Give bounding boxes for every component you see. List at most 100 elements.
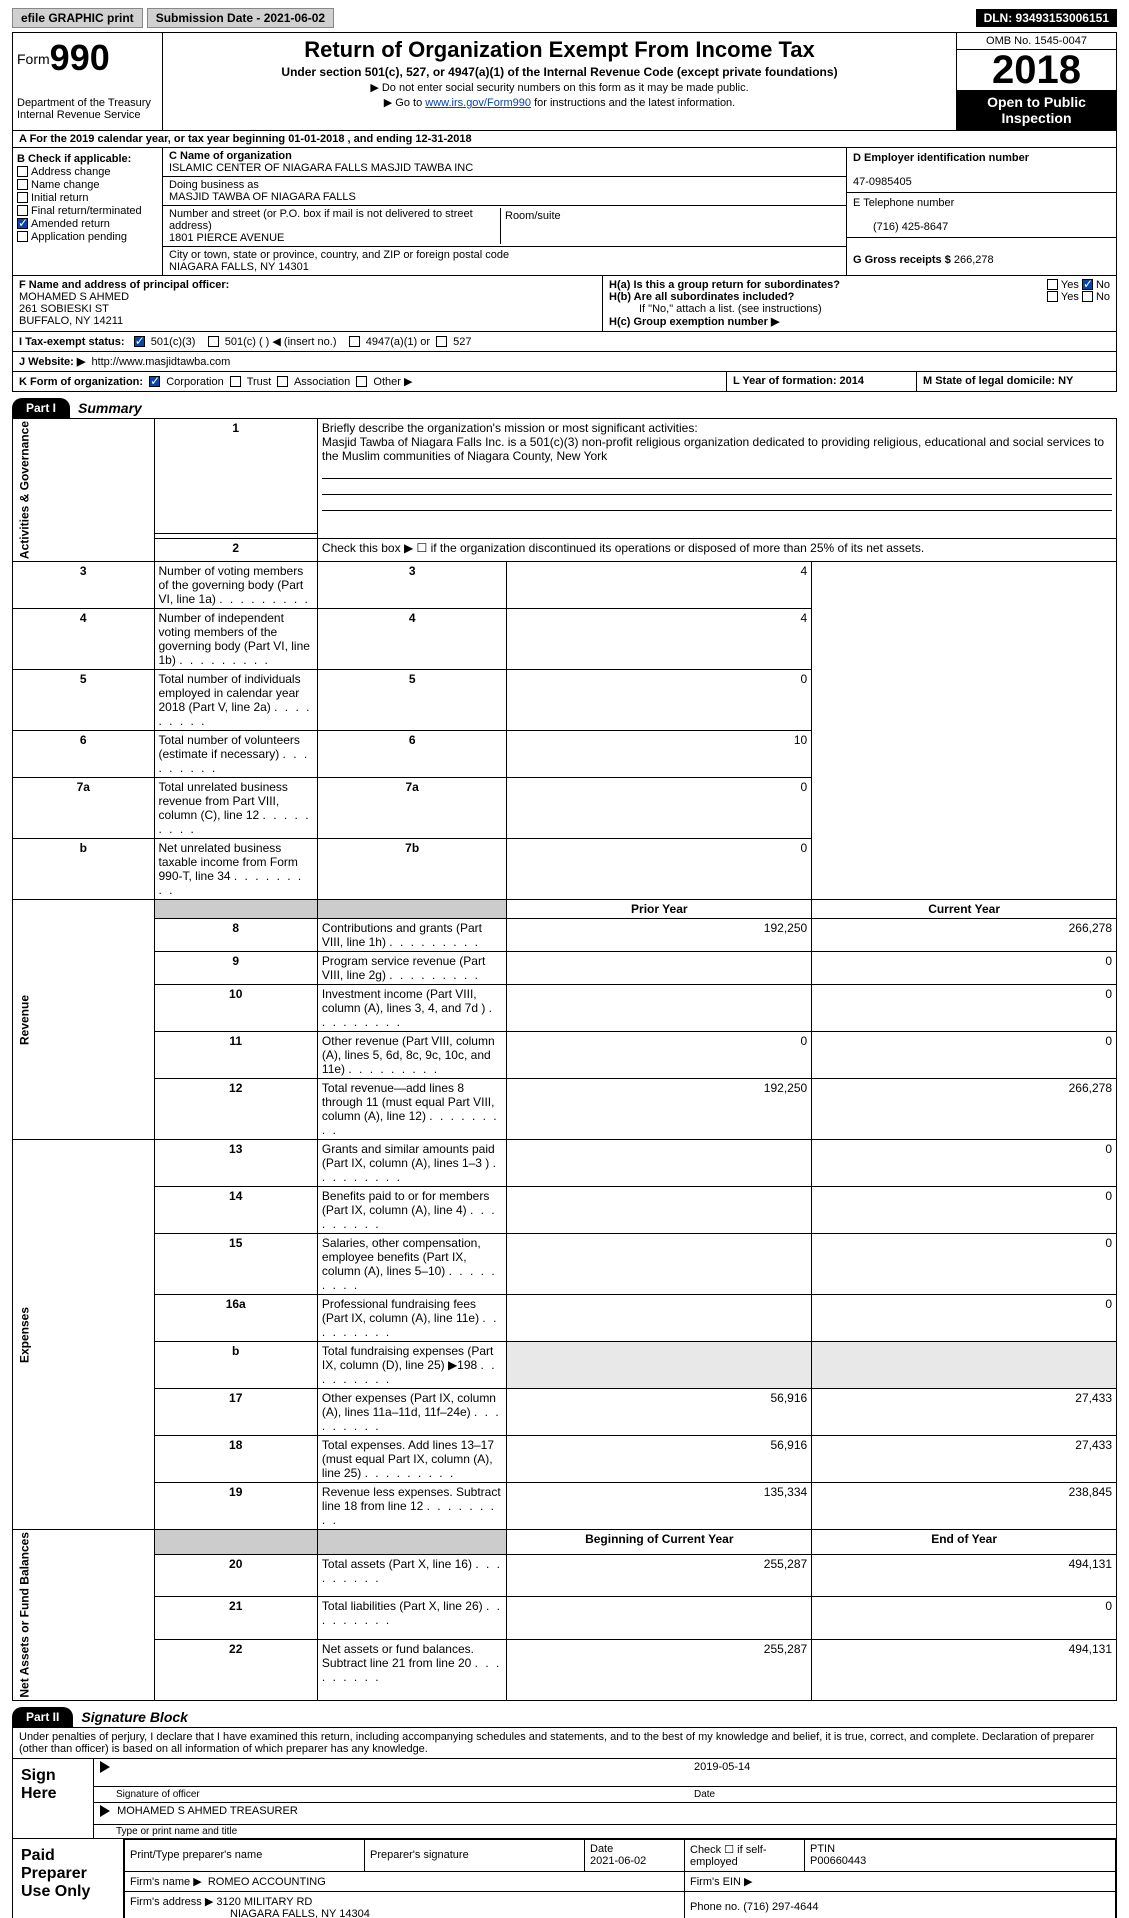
h-b-note: If "No," attach a list. (see instruction… [639, 303, 1110, 315]
table-row: bNet unrelated business taxable income f… [13, 839, 1117, 900]
ein-row: D Employer identification number 47-0985… [847, 148, 1116, 193]
cb-501c3[interactable] [134, 336, 145, 347]
prep-date-col: Date2021-06-02 [585, 1839, 685, 1871]
q2-text: Check this box ▶ ☐ if the organization d… [317, 539, 1116, 562]
sign-here-label: Sign Here [13, 1759, 93, 1838]
form-number: Form990 [17, 37, 158, 79]
subtitle: Under section 501(c), 527, or 4947(a)(1)… [169, 65, 950, 79]
cb-address-change[interactable]: Address change [17, 166, 158, 178]
prep-sig-col: Preparer's signature [365, 1839, 585, 1871]
side-governance: Activities & Governance [13, 419, 155, 562]
q1-text: Briefly describe the organization's miss… [317, 419, 1116, 534]
sig-name-label: Type or print name and title [116, 1826, 237, 1837]
box-d: D Employer identification number 47-0985… [846, 148, 1116, 275]
table-row: 15Salaries, other compensation, employee… [13, 1234, 1117, 1295]
table-row: 12Total revenue—add lines 8 through 11 (… [13, 1079, 1117, 1140]
mission-text: Masjid Tawba of Niagara Falls Inc. is a … [322, 435, 1104, 463]
ha-no[interactable] [1082, 279, 1093, 290]
part2-title: Signature Block [81, 1709, 188, 1725]
table-row: 9Program service revenue (Part VIII, lin… [13, 952, 1117, 985]
street-address: 1801 PIERCE AVENUE [169, 232, 284, 244]
city-row: City or town, state or province, country… [163, 247, 846, 275]
table-row: 5Total number of individuals employed in… [13, 670, 1117, 731]
f-h-row: F Name and address of principal officer:… [12, 276, 1117, 332]
hb-no[interactable] [1082, 291, 1093, 302]
table-row: 4Number of independent voting members of… [13, 609, 1117, 670]
cb-amended-return[interactable]: Amended return [17, 218, 158, 230]
box-b-title: B Check if applicable: [17, 153, 158, 165]
arrow-icon [100, 1761, 110, 1773]
dba-name: MASJID TAWBA OF NIAGARA FALLS [169, 191, 356, 203]
box-b: B Check if applicable: Address change Na… [13, 148, 163, 275]
table-row: 8Contributions and grants (Part VIII, li… [13, 919, 1117, 952]
cb-527[interactable] [436, 336, 447, 347]
dba-row: Doing business as MASJID TAWBA OF NIAGAR… [163, 177, 846, 206]
cb-initial-return[interactable]: Initial return [17, 192, 158, 204]
cb-application-pending[interactable]: Application pending [17, 231, 158, 243]
table-row: 21Total liabilities (Part X, line 26) 0 [13, 1597, 1117, 1640]
org-info-block: B Check if applicable: Address change Na… [12, 148, 1117, 276]
part2-tab: Part II [12, 1707, 73, 1727]
line-a-tax-year: A For the 2019 calendar year, or tax yea… [12, 131, 1117, 148]
ein-label: D Employer identification number [853, 152, 1029, 164]
cb-trust[interactable] [230, 376, 241, 387]
room-suite: Room/suite [500, 208, 840, 244]
ha-yes[interactable] [1047, 279, 1058, 290]
sig-officer-label: Signature of officer [116, 1789, 200, 1800]
cb-501c[interactable] [208, 336, 219, 347]
gross-value: 266,278 [954, 254, 994, 266]
box-f: F Name and address of principal officer:… [13, 276, 603, 331]
form-header: Form990 Department of the Treasury Inter… [12, 32, 1117, 131]
signature-declaration: Under penalties of perjury, I declare th… [12, 1727, 1117, 1759]
firm-ein-row: Firm's EIN ▶ [685, 1871, 1116, 1891]
prep-name-col: Print/Type preparer's name [125, 1839, 365, 1871]
table-row: 22Net assets or fund balances. Subtract … [13, 1639, 1117, 1700]
side-label: Revenue [13, 900, 155, 1140]
box-m: M State of legal domicile: NY [916, 372, 1116, 391]
hb-yes[interactable] [1047, 291, 1058, 302]
part1-title: Summary [78, 400, 142, 416]
header-title: Return of Organization Exempt From Incom… [163, 33, 956, 130]
table-row: 17Other expenses (Part IX, column (A), l… [13, 1389, 1117, 1436]
cb-corp[interactable] [149, 376, 160, 387]
part1-tab: Part I [12, 398, 70, 418]
side-label: Net Assets or Fund Balances [13, 1530, 155, 1701]
table-row: 14Benefits paid to or for members (Part … [13, 1187, 1117, 1234]
table-row: 19Revenue less expenses. Subtract line 1… [13, 1483, 1117, 1530]
submission-date-button[interactable]: Submission Date - 2021-06-02 [147, 8, 334, 28]
h-a: H(a) Is this a group return for subordin… [609, 279, 1110, 291]
cb-final-return[interactable]: Final return/terminated [17, 205, 158, 217]
topbar: efile GRAPHIC print Submission Date - 20… [12, 8, 1117, 28]
q2-num: 2 [154, 539, 317, 562]
table-row: 11Other revenue (Part VIII, column (A), … [13, 1032, 1117, 1079]
tel-value: (716) 425-8647 [873, 221, 948, 233]
city-state-zip: NIAGARA FALLS, NY 14301 [169, 261, 309, 273]
tel-label: E Telephone number [853, 197, 954, 209]
h-c: H(c) Group exemption number ▶ [609, 315, 1110, 328]
summary-table: Activities & Governance 1 Briefly descri… [12, 418, 1117, 1701]
paid-preparer-label: Paid Preparer Use Only [13, 1839, 123, 1918]
irs-link[interactable]: www.irs.gov/Form990 [425, 97, 531, 109]
header-right: OMB No. 1545-0047 2018 Open to Public In… [956, 33, 1116, 130]
website-label: J Website: ▶ [19, 356, 85, 368]
cb-name-change[interactable]: Name change [17, 179, 158, 191]
cb-4947[interactable] [349, 336, 360, 347]
efile-print-button[interactable]: efile GRAPHIC print [12, 8, 143, 28]
tax-exempt-status: I Tax-exempt status: 501(c)(3) 501(c) ( … [12, 332, 1117, 352]
cb-other[interactable] [356, 376, 367, 387]
table-row: 7aTotal unrelated business revenue from … [13, 778, 1117, 839]
firm-phone-row: Phone no. (716) 297-4644 [685, 1891, 1116, 1918]
prior-hdr: Beginning of Current Year [507, 1530, 812, 1555]
sig-name-line: MOHAMED S AHMED TREASURER [94, 1803, 1116, 1825]
gross-label: G Gross receipts $ [853, 254, 951, 266]
cb-assoc[interactable] [277, 376, 288, 387]
box-k: K Form of organization: Corporation Trus… [13, 372, 726, 391]
ein-value: 47-0985405 [853, 176, 912, 188]
k-l-m-row: K Form of organization: Corporation Trus… [12, 372, 1117, 392]
prep-self-col: Check ☐ if self-employed [685, 1839, 805, 1871]
form-word: Form [17, 51, 50, 67]
sig-officer-line: 2019-05-14 [94, 1759, 1116, 1787]
header-left: Form990 Department of the Treasury Inter… [13, 33, 163, 130]
table-row: 20Total assets (Part X, line 16) 255,287… [13, 1554, 1117, 1597]
sig-date: 2019-05-14 [694, 1761, 750, 1773]
